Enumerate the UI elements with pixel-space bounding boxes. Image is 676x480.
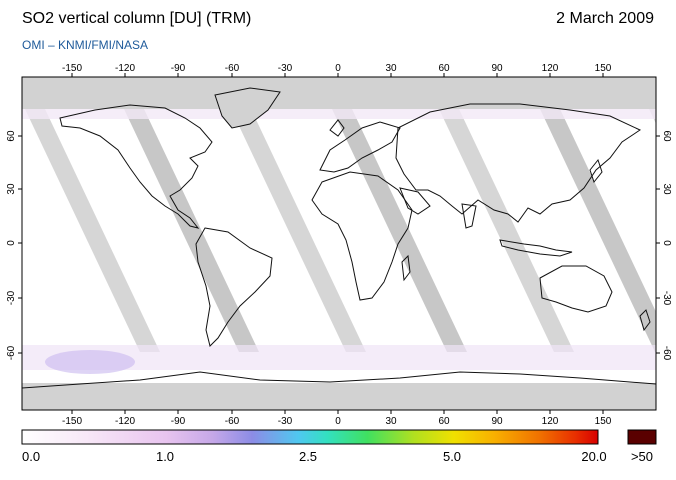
orbit-gap-swath <box>540 109 656 352</box>
north-noise <box>22 109 656 119</box>
data-credit: OMI – KNMI/FMI/NASA <box>22 38 149 52</box>
colorbar <box>21 429 599 445</box>
latitude-labels-right: 60 30 0 -30 -60 <box>661 130 672 360</box>
lat-label: 0 <box>6 240 17 246</box>
colorbar-overflow-swatch <box>627 429 657 445</box>
south-noise-blob <box>45 350 135 374</box>
lat-label: 30 <box>6 183 17 195</box>
lat-label: -60 <box>661 346 672 361</box>
lon-label: 150 <box>595 63 612 74</box>
longitude-labels-top: -150 -120 -90 -60 -30 0 30 60 90 120 150 <box>62 63 612 74</box>
lon-label: 150 <box>595 416 612 427</box>
map-date: 2 March 2009 <box>556 10 654 27</box>
lon-label: 30 <box>385 63 397 74</box>
lat-label: -30 <box>661 291 672 306</box>
lon-label: -60 <box>225 63 240 74</box>
lon-label: 60 <box>438 416 450 427</box>
colorbar-label: 0.0 <box>22 449 41 464</box>
map-title: SO2 vertical column [DU] (TRM) <box>22 10 252 27</box>
longitude-labels-bottom: -150 -120 -90 -60 -30 0 30 60 90 120 150 <box>62 416 612 427</box>
south-nodata-band <box>22 383 656 410</box>
lat-label: -30 <box>6 290 17 305</box>
map-area <box>21 76 657 411</box>
colorbar-label: 1.0 <box>155 449 175 464</box>
lat-label: 60 <box>6 130 17 142</box>
lon-label: -120 <box>115 416 135 427</box>
lat-label: 30 <box>661 183 672 195</box>
orbit-gap-swath <box>124 109 259 352</box>
orbit-gap-swath <box>231 109 366 352</box>
lon-label: -90 <box>171 63 186 74</box>
lon-label: -150 <box>62 416 82 427</box>
longitude-ticks <box>71 73 604 414</box>
lon-label: 30 <box>385 416 397 427</box>
orbit-gap-swath <box>25 109 160 352</box>
orbit-gap-swath <box>439 109 574 352</box>
lon-label: -30 <box>278 416 293 427</box>
lon-label: -150 <box>62 63 82 74</box>
lon-label: 0 <box>335 416 341 427</box>
colorbar-label: 5.0 <box>442 449 462 464</box>
lon-label: 120 <box>542 63 559 74</box>
lat-label: -60 <box>6 345 17 360</box>
lat-label: 60 <box>661 130 672 142</box>
colorbar-label: 2.5 <box>298 449 318 464</box>
colorbar-overflow-label: >50 <box>630 449 654 464</box>
lon-label: 0 <box>335 63 341 74</box>
lon-label: 90 <box>491 63 503 74</box>
colorbar-label: 20.0 <box>581 449 607 464</box>
lon-label: 90 <box>491 416 503 427</box>
latitude-ticks <box>18 135 660 354</box>
lon-label: 60 <box>438 63 450 74</box>
lon-label: -30 <box>278 63 293 74</box>
latitude-labels-left: 60 30 0 -30 -60 <box>6 130 17 360</box>
lon-label: -90 <box>171 416 186 427</box>
orbit-gap-swaths <box>25 109 656 352</box>
lon-label: 120 <box>542 416 559 427</box>
orbit-gap-swath <box>332 109 467 352</box>
lat-label: 0 <box>661 240 672 246</box>
coastlines <box>22 87 656 389</box>
lon-label: -120 <box>115 63 135 74</box>
lon-label: -60 <box>225 416 240 427</box>
north-nodata-band <box>22 77 656 109</box>
